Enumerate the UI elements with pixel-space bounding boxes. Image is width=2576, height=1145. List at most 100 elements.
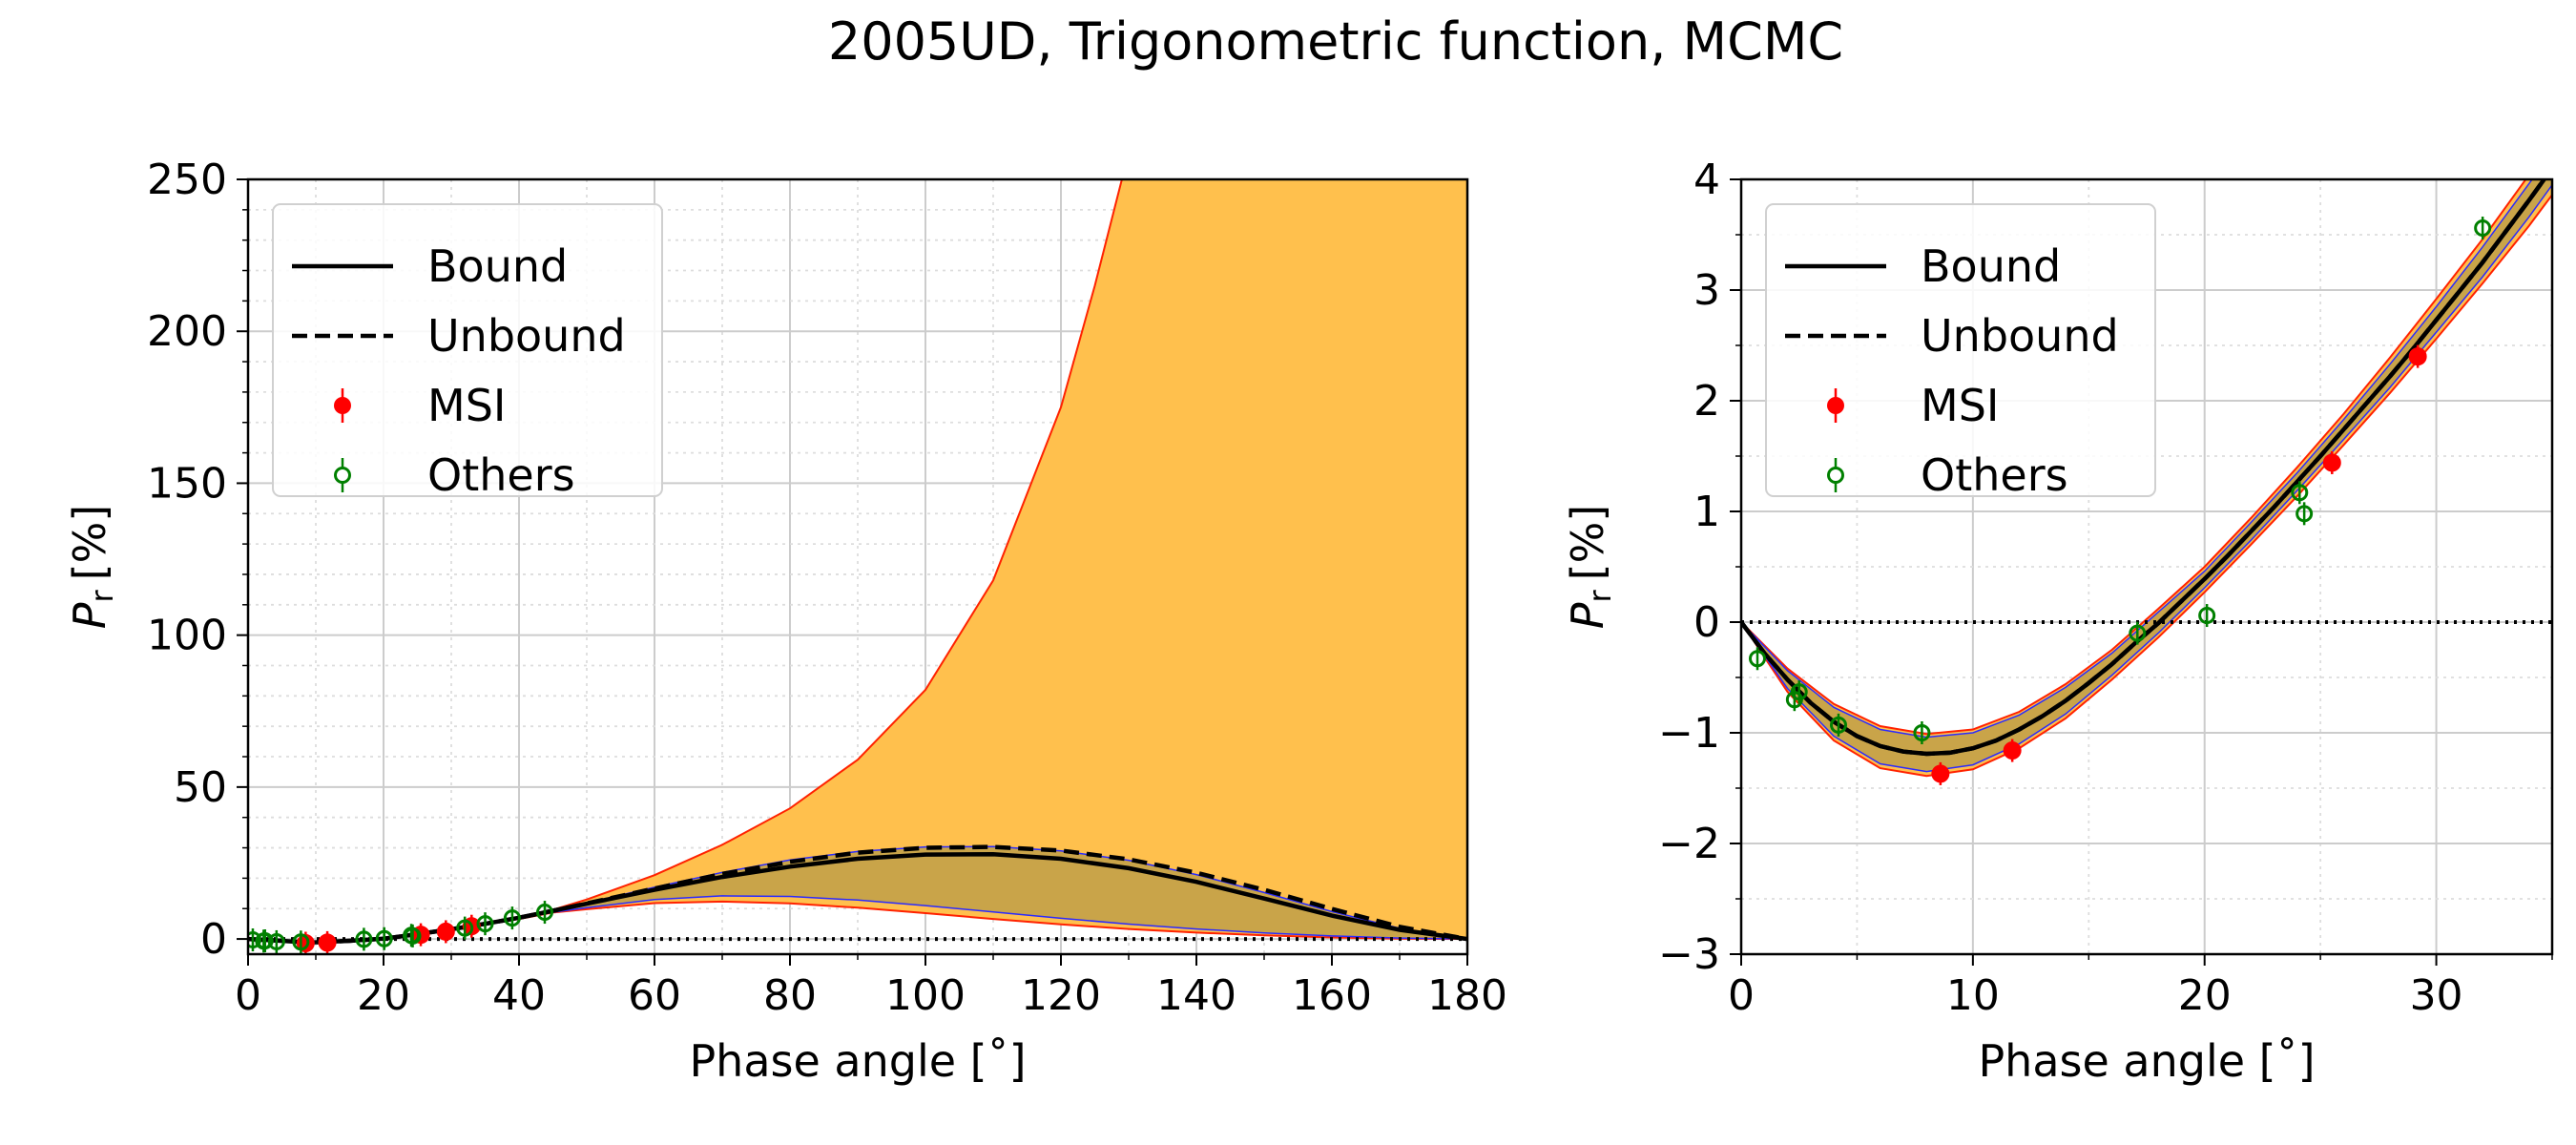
x-tick-label: 10 bbox=[1946, 971, 2000, 1020]
others-data-point bbox=[476, 915, 494, 933]
y-tick-label: 0 bbox=[200, 915, 227, 964]
msi-data-point bbox=[436, 922, 455, 941]
others-data-point bbox=[535, 904, 553, 922]
y-axis-label: Pr [%] bbox=[1562, 505, 1618, 630]
others-data-point bbox=[456, 919, 474, 937]
y-axis-label-symbol: P bbox=[64, 602, 115, 629]
figure-title: 2005UD, Trigonometric function, MCMC bbox=[828, 11, 1843, 72]
others-data-point bbox=[267, 932, 285, 950]
msi-data-point bbox=[2003, 741, 2022, 760]
others-data-point bbox=[1830, 716, 1847, 734]
y-axis-label: Pr [%] bbox=[64, 505, 120, 630]
others-data-point bbox=[1749, 650, 1766, 668]
legend-others-marker bbox=[1827, 467, 1844, 484]
others-data-point bbox=[375, 929, 393, 947]
y-tick-label: −1 bbox=[1658, 709, 1720, 758]
y-axis-label-subscript: r bbox=[84, 590, 120, 603]
legend-box bbox=[1765, 203, 2156, 497]
x-tick-label: 0 bbox=[235, 971, 261, 1020]
unbound-band-upper-edge bbox=[1741, 179, 2527, 736]
legend-msi-marker bbox=[1827, 397, 1844, 414]
x-tick-label: 120 bbox=[1021, 971, 1101, 1020]
others-data-point bbox=[2296, 505, 2314, 523]
others-data-point bbox=[2129, 624, 2147, 642]
y-tick-label: 100 bbox=[147, 612, 227, 660]
legend-label: MSI bbox=[1921, 380, 1999, 431]
bound-band-lower-edge bbox=[1741, 184, 2552, 773]
legend-label: Bound bbox=[1921, 240, 2061, 292]
x-tick-label: 40 bbox=[492, 971, 546, 1020]
unbound-band-lower-edge bbox=[1741, 194, 2552, 778]
bound-confidence-band bbox=[248, 846, 1467, 944]
legend-label: Others bbox=[1921, 449, 2068, 501]
bound-curve bbox=[1741, 179, 2547, 757]
ticks: 0 20 40 60 80 100 120 140 160 180 0 50 100 150 200 250 bbox=[147, 156, 1507, 1020]
y-tick-label: −2 bbox=[1658, 820, 1720, 868]
legend-msi-marker bbox=[334, 397, 351, 414]
others-data-point bbox=[503, 909, 521, 927]
others-data-point bbox=[404, 926, 422, 945]
legend-item-others: Others bbox=[1827, 449, 2068, 501]
unbound-confidence-band bbox=[248, 179, 1467, 944]
legend: Bound Unbound MSI Others bbox=[272, 203, 663, 501]
plot-area bbox=[248, 179, 1467, 954]
legend: Bound Unbound MSI Others bbox=[1765, 203, 2156, 501]
y-axis-label-subscript: r bbox=[1582, 590, 1618, 603]
others-data-point bbox=[355, 930, 373, 948]
y-tick-label: 150 bbox=[147, 459, 227, 508]
legend-item-unbound: Unbound bbox=[1785, 310, 2119, 362]
msi-data-point bbox=[1931, 764, 1950, 783]
x-tick-label: 80 bbox=[763, 971, 817, 1020]
legend-item-bound: Bound bbox=[292, 240, 568, 292]
legend-label: Others bbox=[427, 449, 575, 501]
others-data-point bbox=[2474, 219, 2492, 238]
others-data-point bbox=[2291, 484, 2309, 502]
legend-label: Unbound bbox=[427, 310, 626, 362]
msi-data-point bbox=[318, 933, 337, 952]
others-data-point bbox=[2198, 607, 2216, 625]
legend-item-unbound: Unbound bbox=[292, 310, 626, 362]
others-data-point bbox=[1913, 724, 1931, 741]
x-tick-label: 0 bbox=[1728, 971, 1755, 1020]
x-tick-label: 20 bbox=[357, 971, 410, 1020]
y-tick-label: 0 bbox=[1693, 598, 1720, 647]
others-data-point bbox=[1790, 683, 1808, 701]
others-data-point bbox=[248, 931, 261, 949]
legend-item-msi: MSI bbox=[334, 380, 506, 431]
y-tick-label: 2 bbox=[1693, 377, 1720, 426]
y-tick-label: 1 bbox=[1693, 488, 1720, 536]
legend-item-others: Others bbox=[334, 449, 575, 501]
legend-label: Unbound bbox=[1921, 310, 2119, 362]
legend-others-marker bbox=[334, 467, 351, 484]
x-axis-label: Phase angle [˚] bbox=[1978, 1035, 2315, 1087]
legend-item-msi: MSI bbox=[1827, 380, 1999, 431]
y-axis-label-unit: [%] bbox=[64, 505, 115, 581]
y-tick-label: 50 bbox=[174, 763, 227, 812]
y-tick-label: 200 bbox=[147, 307, 227, 356]
others-data-point bbox=[256, 931, 274, 949]
x-tick-label: 20 bbox=[2178, 971, 2232, 1020]
left-chart-panel: 0 20 40 60 80 100 120 140 160 180 0 50 100 150 200 250 P… bbox=[64, 156, 1507, 1087]
legend-label: MSI bbox=[427, 380, 506, 431]
x-tick-label: 60 bbox=[628, 971, 681, 1020]
y-axis-label-symbol: P bbox=[1562, 602, 1613, 629]
others-data-point bbox=[292, 933, 310, 951]
legend-item-bound: Bound bbox=[1785, 240, 2061, 292]
y-tick-label: 4 bbox=[1693, 156, 1720, 204]
legend-label: Bound bbox=[427, 240, 568, 292]
y-tick-label: −3 bbox=[1658, 930, 1720, 979]
legend-box bbox=[272, 203, 663, 497]
x-tick-label: 30 bbox=[2410, 971, 2463, 1020]
x-tick-label: 160 bbox=[1292, 971, 1372, 1020]
y-tick-label: 250 bbox=[147, 156, 227, 204]
plot-area bbox=[1741, 179, 2552, 785]
right-chart-panel: 0 10 20 30 −3 −2 −1 0 1 2 3 4 Phase angle [˚] Pr [%] Bo… bbox=[1562, 156, 2554, 1087]
ticks: 0 10 20 30 −3 −2 −1 0 1 2 3 4 bbox=[1658, 156, 2553, 1020]
msi-data-point bbox=[2322, 453, 2341, 472]
x-tick-label: 140 bbox=[1156, 971, 1236, 1020]
msi-data-point bbox=[2408, 347, 2427, 366]
bound-band-upper-edge bbox=[1741, 179, 2533, 739]
x-axis-label: Phase angle [˚] bbox=[689, 1035, 1026, 1087]
